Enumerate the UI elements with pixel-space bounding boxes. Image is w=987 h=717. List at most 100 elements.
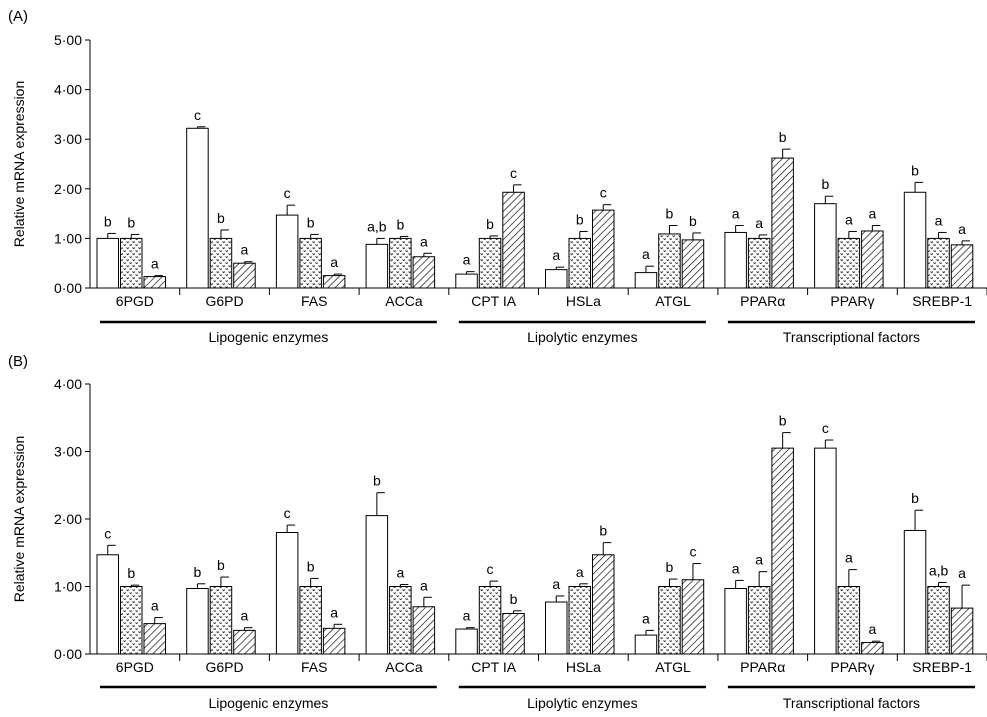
bar [96, 237, 119, 289]
bar [455, 628, 478, 655]
y-tick-label: 4·00 [54, 376, 82, 392]
significance-label: a [241, 608, 249, 624]
category-label: PPARγ [830, 659, 874, 675]
significance-label: a [420, 233, 428, 249]
significance-label: b [486, 216, 494, 232]
panel-label: (A) [8, 8, 28, 25]
category-label: HSLa [566, 293, 601, 309]
bar [209, 586, 233, 655]
significance-label: b [576, 211, 584, 227]
bar [950, 607, 974, 655]
category-label: PPARα [740, 659, 785, 675]
significance-label: a [642, 246, 650, 262]
bar [478, 237, 502, 289]
bar [299, 586, 322, 655]
bar [837, 237, 861, 289]
bar [771, 447, 794, 655]
significance-label: b [779, 413, 787, 429]
category-label: PPARγ [830, 293, 874, 309]
category-label: ACCa [385, 293, 423, 309]
bar [120, 586, 143, 655]
bar [412, 606, 436, 655]
bar [365, 515, 389, 655]
significance-label: a [330, 254, 338, 270]
group-label: Lipolytic enzymes [527, 329, 638, 345]
y-tick-label: 3·00 [54, 444, 82, 460]
significance-label: a [845, 550, 853, 566]
bar [724, 588, 747, 655]
significance-label: b [307, 214, 315, 230]
significance-label: c [600, 185, 607, 201]
bar [412, 256, 436, 289]
bar [658, 233, 681, 289]
significance-label: a [642, 610, 650, 626]
significance-label: a [868, 206, 876, 222]
category-label: 6PGD [116, 293, 154, 309]
significance-label: a [732, 206, 740, 222]
bar [634, 272, 658, 289]
bar [634, 634, 658, 655]
bar [365, 243, 389, 289]
significance-label: b [911, 162, 919, 178]
bar [861, 230, 884, 289]
significance-label: b [307, 558, 315, 574]
y-tick-label: 1·00 [54, 230, 82, 246]
significance-label: c [487, 561, 494, 577]
significance-label: a [755, 552, 763, 568]
group-label: Lipogenic enzymes [208, 695, 328, 711]
significance-label: b [194, 564, 202, 580]
bar [143, 623, 166, 655]
category-label: PPARα [740, 293, 785, 309]
bar [592, 554, 615, 655]
category-label: FAS [301, 293, 327, 309]
significance-label: a [576, 564, 584, 580]
significance-label: a [396, 564, 404, 580]
significance-label: a [420, 577, 428, 593]
category-label: SREBP-1 [912, 659, 972, 675]
significance-label: a [755, 215, 763, 231]
category-label: G6PD [205, 659, 243, 675]
y-tick-label: 1·00 [54, 579, 82, 595]
bar [299, 237, 322, 289]
significance-label: b [127, 214, 135, 230]
bar [927, 586, 950, 655]
significance-label: c [689, 544, 696, 560]
bar [186, 588, 209, 655]
significance-label: b [373, 473, 381, 489]
bar [209, 237, 233, 289]
bar [233, 262, 256, 289]
bar [186, 127, 209, 289]
bar [592, 209, 615, 289]
bar [275, 532, 299, 655]
significance-label: a [552, 247, 560, 263]
significance-label: a [241, 242, 249, 258]
bar [96, 554, 119, 655]
significance-label: a [330, 604, 338, 620]
y-tick-label: 2·00 [54, 511, 82, 527]
category-label: 6PGD [116, 659, 154, 675]
significance-label: c [104, 525, 111, 541]
y-axis-title: Relative mRNA expression [11, 436, 27, 603]
bar [545, 269, 568, 289]
category-label: ATGL [655, 659, 691, 675]
significance-label: a [151, 256, 159, 272]
bar [747, 586, 771, 655]
significance-label: a [845, 211, 853, 227]
group-label: Lipolytic enzymes [527, 695, 638, 711]
chart-panel-b: (B) Relative mRNA expression 0·00 1·00 2·00 3… [8, 353, 987, 711]
significance-label: b [127, 565, 135, 581]
bar [681, 579, 705, 655]
bar [478, 586, 502, 655]
category-label: CPT IA [471, 659, 517, 675]
y-tick-label: 4·00 [54, 82, 82, 98]
significance-label: b [666, 206, 674, 222]
bar [724, 231, 747, 289]
category-label: HSLa [566, 659, 601, 675]
significance-label: c [510, 165, 517, 181]
panel-label: (B) [8, 353, 28, 370]
bar [502, 613, 525, 655]
significance-label: b [689, 213, 697, 229]
y-tick-label: 0·00 [54, 646, 82, 662]
bar [389, 586, 412, 655]
